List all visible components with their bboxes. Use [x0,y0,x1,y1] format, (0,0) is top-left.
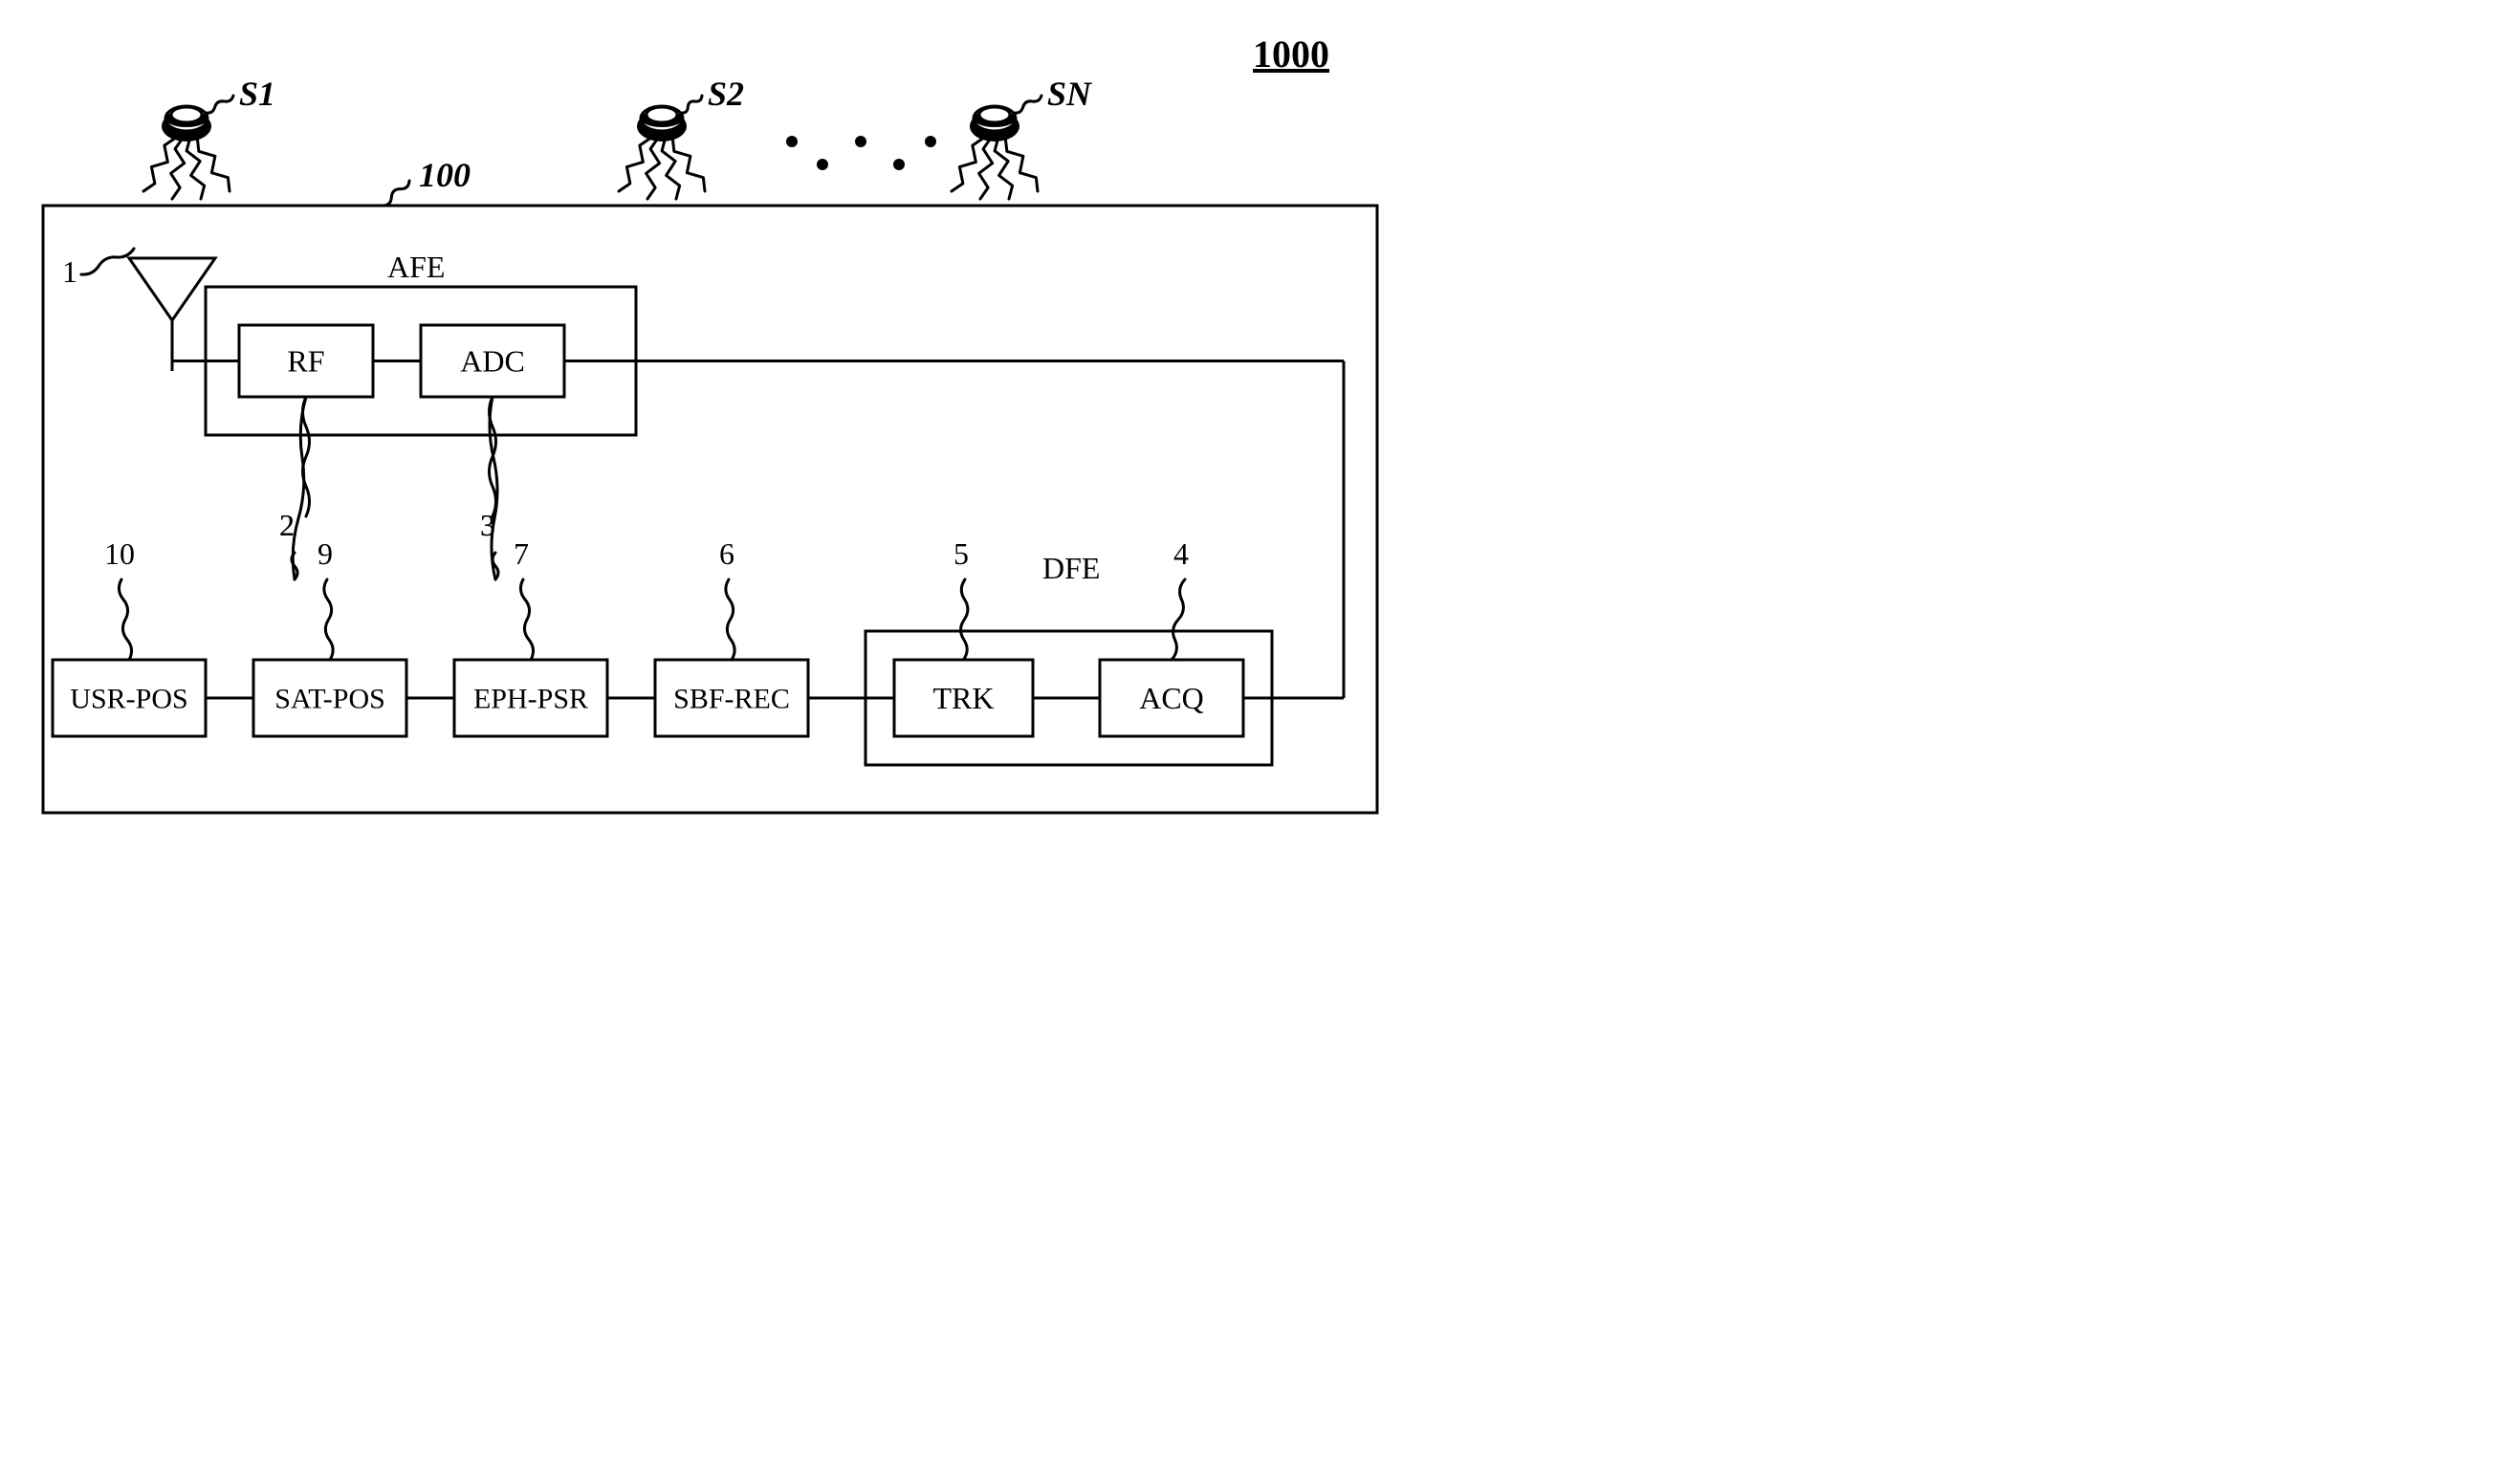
rf-label: RF [287,344,324,379]
sbf-ref: 6 [719,536,734,571]
sbf-label: SBF-REC [673,684,790,715]
antenna-icon [129,258,215,320]
satellite-icon [619,106,705,199]
acq-label: ACQ [1139,681,1204,715]
adc-label: ADC [460,344,525,379]
receiver-box [43,206,1377,813]
sat-label-s1: S1 [239,75,275,113]
ellipsis-dot [925,136,936,147]
sat: SAT-POS [253,660,406,736]
trk-ref: 5 [953,536,969,571]
rf-ref: 2 [279,508,295,542]
ellipsis-dot [817,159,828,170]
acq: ACQ [1100,660,1243,736]
eph-label: EPH-PSR [473,684,588,715]
antenna-ref: 1 [62,254,77,289]
ellipsis-dot [893,159,905,170]
usr: USR-POS [53,660,206,736]
eph: EPH-PSR [454,660,607,736]
usr-ref: 10 [104,536,135,571]
adc-ref: 3 [480,508,495,542]
figure-number: 1000 [1253,33,1329,76]
satellite-icon [143,106,230,199]
afe-label: AFE [387,250,445,284]
dfe-label: DFE [1042,551,1100,585]
sat-label-s2: S2 [708,75,744,113]
usr-label: USR-POS [70,684,187,715]
eph-ref: 7 [514,536,529,571]
sat-ref: 9 [318,536,333,571]
sbf: SBF-REC [655,660,808,736]
ellipsis-dot [786,136,798,147]
trk: TRK [894,660,1033,736]
trk-label: TRK [933,681,995,715]
rf: RF [239,325,373,397]
sat-label-sn: SN [1047,75,1093,113]
sat-label: SAT-POS [274,684,385,715]
acq-ref: 4 [1173,536,1189,571]
satellite-icon [952,106,1038,199]
adc: ADC [421,325,564,397]
receiver-ref: 100 [419,156,471,194]
ellipsis-dot [855,136,866,147]
